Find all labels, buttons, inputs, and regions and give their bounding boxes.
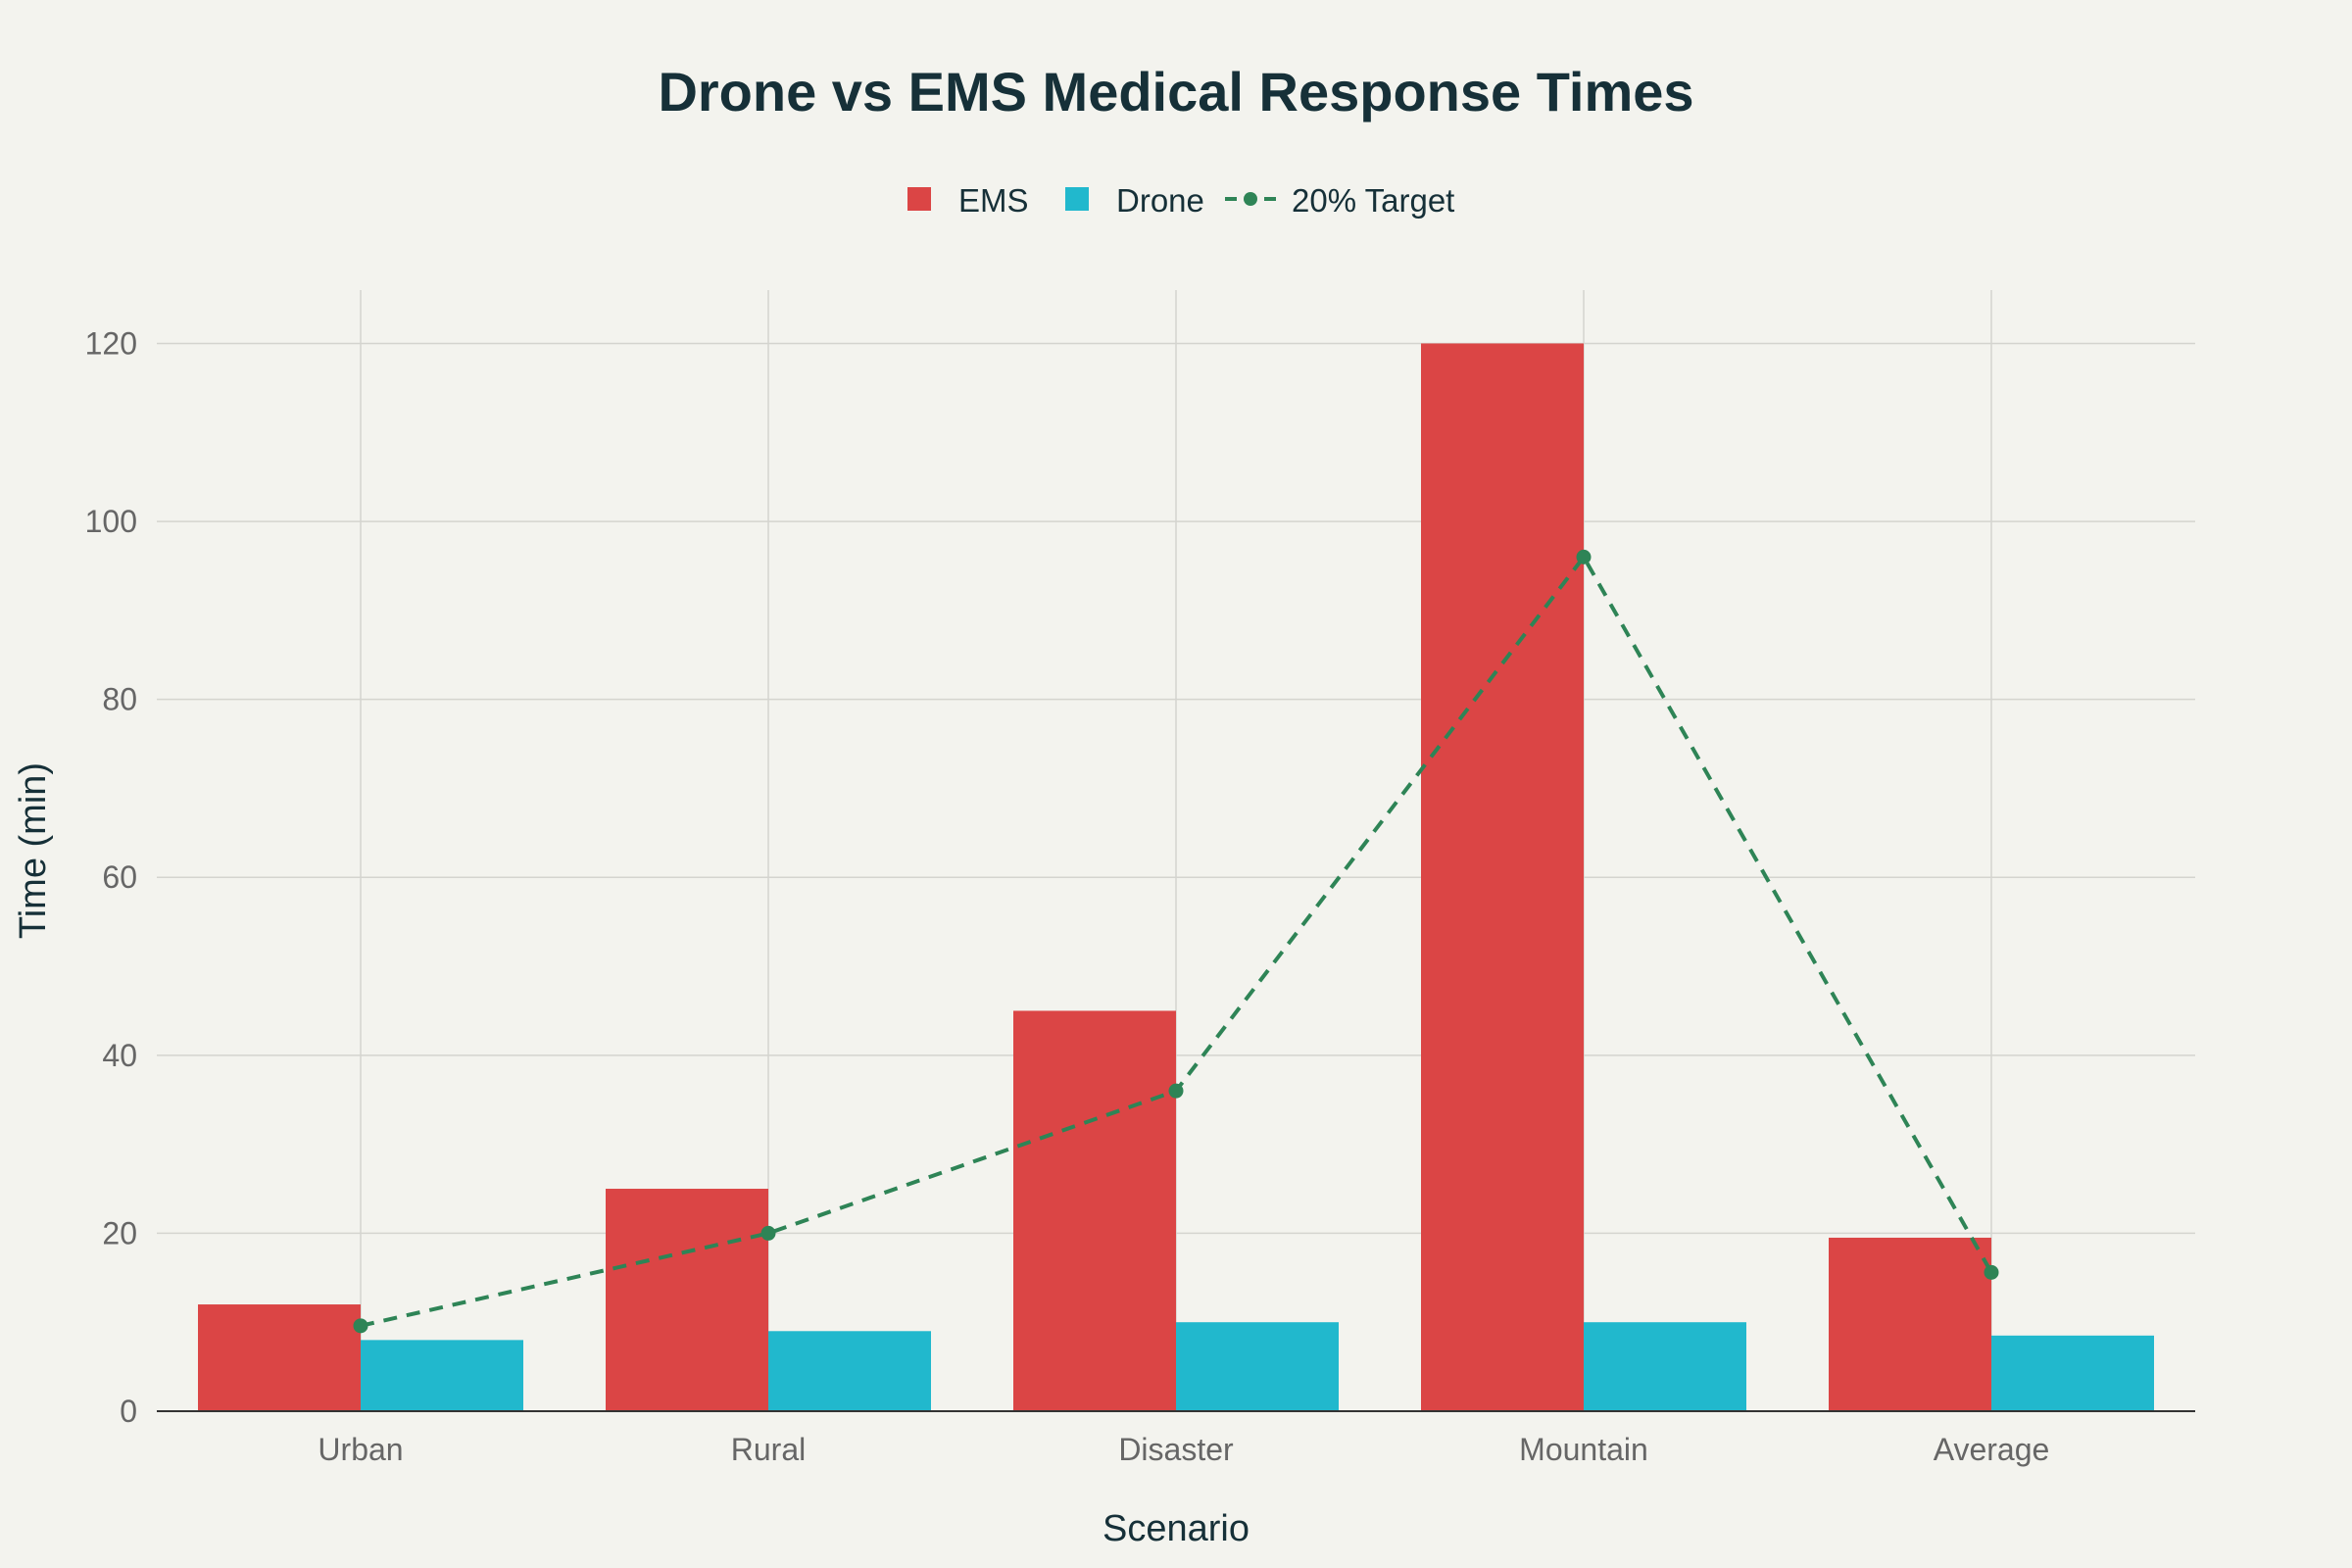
legend: EMS Drone 20% Target [907, 182, 1454, 219]
y-axis-title: Time (min) [13, 762, 54, 939]
target-point [1984, 1264, 1999, 1280]
bar-ems [1013, 1010, 1176, 1411]
bar-drone [1584, 1322, 1746, 1411]
bar-drone [361, 1340, 523, 1411]
x-axis-title: Scenario [1102, 1508, 1250, 1549]
bar-ems [198, 1304, 361, 1411]
legend-label-ems: EMS [958, 182, 1029, 219]
y-tick-label: 120 [85, 325, 137, 361]
y-tick-label: 60 [102, 859, 137, 895]
x-tick-label: Mountain [1519, 1432, 1648, 1467]
axes: 0 20 40 60 80 100 120 Urban Rural Disaster Mountai… [85, 325, 2195, 1467]
chart-title: Drone vs EMS Medical Response Times [658, 61, 1693, 122]
legend-marker-target [1244, 192, 1257, 206]
target-point [353, 1318, 368, 1334]
bars [198, 343, 2154, 1411]
target-point [1168, 1083, 1184, 1099]
legend-label-target: 20% Target [1292, 182, 1454, 219]
y-tick-label: 0 [120, 1394, 137, 1429]
legend-label-drone: Drone [1116, 182, 1204, 219]
x-tick-label: Rural [731, 1432, 806, 1467]
y-tick-label: 100 [85, 504, 137, 539]
target-point [760, 1225, 776, 1241]
y-tick-label: 40 [102, 1038, 137, 1073]
target-point [1576, 549, 1592, 564]
x-tick-label: Average [1934, 1432, 2050, 1467]
bar-drone [1991, 1335, 2154, 1411]
legend-swatch-ems [907, 187, 931, 211]
y-tick-label: 80 [102, 682, 137, 717]
bar-ems [1829, 1237, 1991, 1411]
legend-swatch-drone [1065, 187, 1089, 211]
bar-ems [606, 1189, 768, 1411]
bar-ems [1421, 343, 1584, 1411]
x-tick-label: Disaster [1118, 1432, 1234, 1467]
bar-drone [1176, 1322, 1339, 1411]
y-tick-label: 20 [102, 1215, 137, 1250]
bar-drone [768, 1331, 931, 1411]
target-line [353, 549, 1999, 1334]
x-tick-label: Urban [318, 1432, 403, 1467]
